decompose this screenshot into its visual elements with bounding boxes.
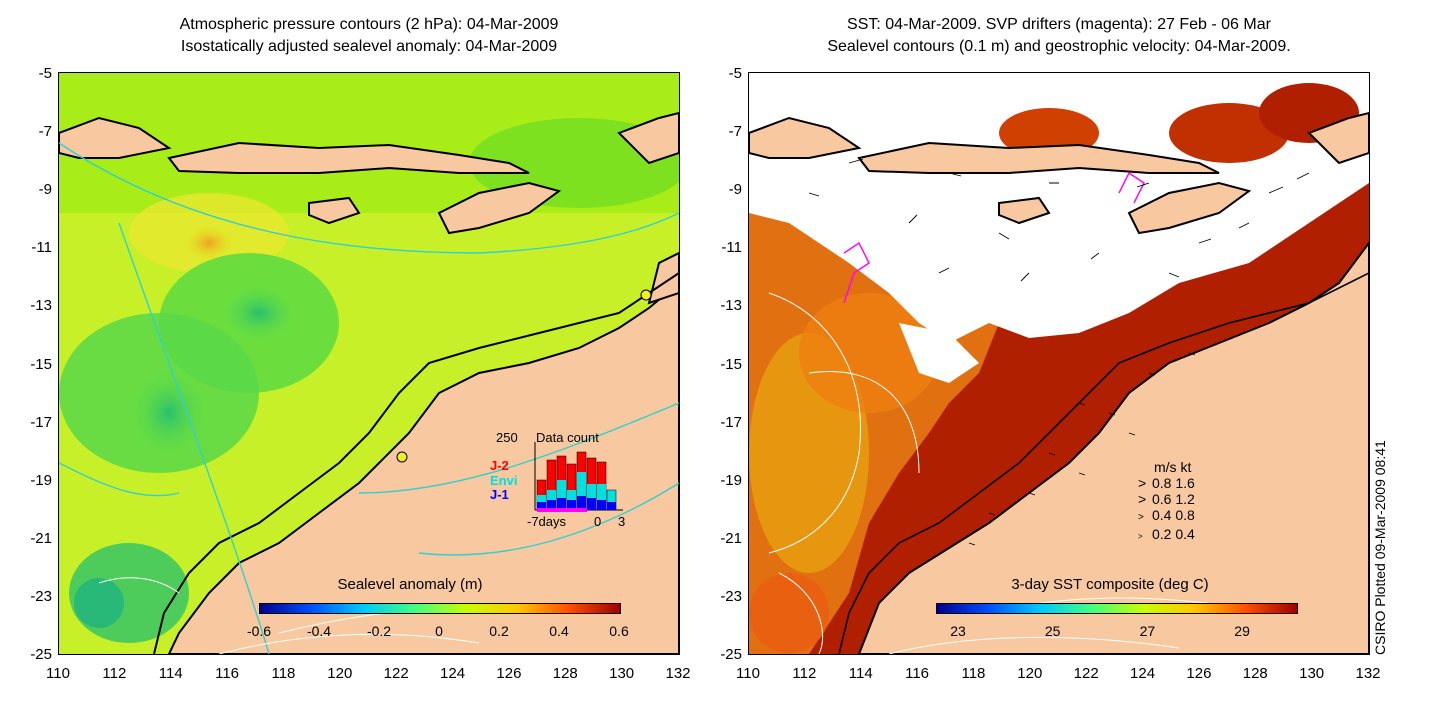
x-tick-label: 124 <box>1130 665 1156 682</box>
y-tick-label: -11 <box>31 239 52 257</box>
right-colorbar-title: 3-day SST composite (deg C) <box>1011 576 1209 593</box>
y-tick-label: -23 <box>30 587 52 605</box>
inset-x-tick-end: 3 <box>618 514 626 529</box>
y-tick-label: -25 <box>720 646 742 663</box>
right-title-line1: SST: 04-Mar-2009. SVP drifters (magenta)… <box>847 16 1271 33</box>
australia-landmass <box>167 281 679 654</box>
australia-landmass <box>857 241 1369 654</box>
timor-island <box>437 181 562 235</box>
x-tick-label: 116 <box>905 665 930 682</box>
x-tick-label: 118 <box>271 665 296 682</box>
colorbar-tick-label: 0.2 <box>489 623 509 639</box>
plot-credit: CSIRO Plotted 09-Mar-2009 08:41 <box>1372 440 1388 655</box>
y-tick-label: -5 <box>728 65 742 82</box>
x-tick-label: 126 <box>1186 665 1212 682</box>
left-title: Atmospheric pressure contours (2 hPa): 0… <box>58 14 680 58</box>
y-tick-label: -15 <box>720 355 742 373</box>
velocity-legend: m/s kt >0.8 1.6 >0.6 1.2 >0.4 0.8 >0.2 0… <box>1138 459 1195 545</box>
sst-map <box>748 72 1370 655</box>
colorbar-tick-label: 0.4 <box>549 623 569 639</box>
drifter-track <box>843 241 870 304</box>
x-tick-label: 116 <box>215 665 240 682</box>
right-title-line2: Sealevel contours (0.1 m) and geostrophi… <box>827 38 1291 55</box>
inset-x-tick-zero: 0 <box>594 514 602 529</box>
velocity-legend-row: >0.2 0.4 <box>1138 526 1195 542</box>
colorbar-tick-label: 0 <box>435 623 443 639</box>
x-tick-label: 124 <box>440 665 466 682</box>
x-tick-label: 122 <box>1073 665 1099 682</box>
y-tick-label: -7 <box>728 123 742 141</box>
y-tick-label: -15 <box>30 355 52 373</box>
x-tick-label: 132 <box>665 665 691 682</box>
x-tick-label: 130 <box>1299 665 1325 682</box>
geostrophic-velocity-arrows <box>808 158 1310 546</box>
drifter-track <box>1118 171 1145 204</box>
x-tick-label: 132 <box>1355 665 1381 682</box>
sst-map-canvas <box>749 73 1369 654</box>
colorbar-tick-label: 29 <box>1234 623 1250 639</box>
colorbar-tick-label: -0.4 <box>306 623 332 639</box>
inset-x-tick-start: -7days <box>527 514 567 529</box>
x-tick-label: 128 <box>1242 665 1268 682</box>
y-tick-label: -23 <box>720 587 742 605</box>
legend-j1: J-1 <box>490 487 509 502</box>
x-tick-label: 114 <box>848 665 873 682</box>
sealevel-map <box>58 72 680 655</box>
inset-title: Data count <box>536 430 599 445</box>
station-marker <box>640 289 652 301</box>
x-tick-label: 120 <box>1017 665 1043 682</box>
colorbar-tick-label: 25 <box>1044 623 1061 639</box>
legend-j2: J-2 <box>490 458 509 473</box>
x-tick-label: 114 <box>158 665 183 682</box>
colorbar-tick-label: 0.6 <box>609 623 629 639</box>
y-tick-label: -7 <box>38 123 52 141</box>
right-colorbar <box>936 603 1298 614</box>
y-tick-label: -13 <box>30 297 52 315</box>
station-marker <box>396 451 408 463</box>
velocity-legend-header: m/s kt <box>1154 459 1192 475</box>
x-tick-label: 122 <box>383 665 409 682</box>
colorbar-tick-label: -0.2 <box>366 623 392 639</box>
y-tick-label: -21 <box>30 529 52 547</box>
sealevel-map-canvas <box>59 73 679 654</box>
colorbar-tick-label: 23 <box>950 623 966 639</box>
y-tick-label: -19 <box>30 471 52 489</box>
x-tick-label: 110 <box>736 665 760 682</box>
x-tick-label: 110 <box>46 665 70 682</box>
inset-count-label: 250 <box>496 430 518 445</box>
left-title-line2: Isostatically adjusted sealevel anomaly:… <box>180 38 558 55</box>
y-tick-label: -13 <box>720 297 742 315</box>
right-title: SST: 04-Mar-2009. SVP drifters (magenta)… <box>748 14 1370 58</box>
lesser-sunda-islands <box>167 141 530 174</box>
left-colorbar-title: Sealevel anomaly (m) <box>337 576 483 593</box>
y-tick-label: -11 <box>721 239 742 257</box>
java-island <box>59 116 172 159</box>
y-tick-label: -25 <box>30 646 52 663</box>
y-tick-label: -19 <box>720 471 742 489</box>
velocity-legend-row: >0.8 1.6 <box>1138 475 1195 491</box>
left-title-line1: Atmospheric pressure contours (2 hPa): 0… <box>179 16 559 33</box>
y-tick-label: -5 <box>38 65 52 82</box>
y-tick-label: -17 <box>30 413 52 431</box>
y-tick-label: -9 <box>38 181 52 199</box>
legend-envi: Envi <box>490 473 518 488</box>
data-count-histogram <box>534 442 623 512</box>
velocity-legend-row: >0.6 1.2 <box>1138 491 1195 507</box>
velocity-legend-row: >0.4 0.8 <box>1138 507 1195 523</box>
y-tick-label: -17 <box>720 413 742 431</box>
x-tick-label: 128 <box>552 665 578 682</box>
colorbar-tick-label: 27 <box>1139 623 1156 639</box>
sumba-island <box>308 196 361 225</box>
x-tick-label: 112 <box>102 665 127 682</box>
x-tick-label: 130 <box>609 665 635 682</box>
x-tick-label: 126 <box>496 665 522 682</box>
left-colorbar <box>259 603 621 614</box>
x-tick-label: 118 <box>961 665 986 682</box>
x-tick-label: 120 <box>327 665 353 682</box>
y-tick-label: -9 <box>728 181 742 199</box>
x-tick-label: 112 <box>792 665 817 682</box>
colorbar-tick-label: -0.6 <box>246 623 272 639</box>
y-tick-label: -21 <box>720 529 742 547</box>
